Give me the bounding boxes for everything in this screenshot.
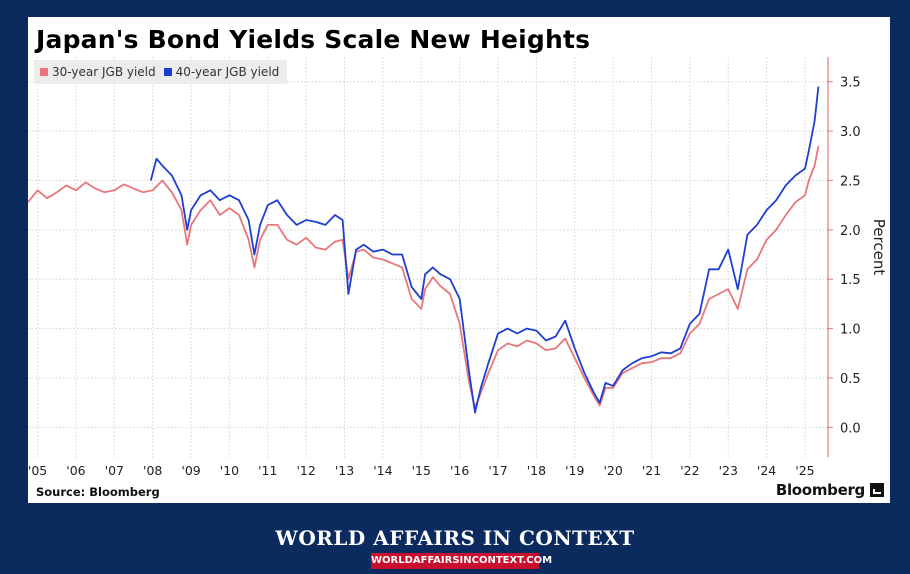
x-tick-label: '23 [719, 463, 738, 478]
y-tick-label: 1.0 [840, 323, 861, 338]
x-tick-label: '07 [105, 463, 124, 478]
legend-swatch-40y [163, 68, 172, 76]
x-tick-label: '24 [757, 463, 776, 478]
source-note: Source: Bloomberg [36, 485, 160, 499]
legend-label-30y: 30-year JGB yield [52, 65, 156, 79]
bloomberg-chart-icon [870, 483, 884, 497]
x-tick-label: '05 [28, 463, 47, 478]
y-tick-label: 2.5 [840, 174, 861, 189]
x-tick-label: '11 [258, 463, 277, 478]
chart-title: Japan's Bond Yields Scale New Heights [36, 25, 591, 54]
x-tick-label: '22 [680, 463, 699, 478]
x-tick-label: '12 [297, 463, 316, 478]
bloomberg-logo: Bloomberg [776, 481, 884, 499]
x-tick-label: '06 [66, 463, 85, 478]
y-tick-label: 1.5 [840, 273, 861, 288]
x-tick-label: '21 [642, 463, 661, 478]
x-tick-label: '20 [603, 463, 622, 478]
x-tick-label: '17 [488, 463, 507, 478]
y-tick-label: 0.0 [840, 421, 861, 436]
x-tick-label: '18 [527, 463, 546, 478]
series-40y-line [149, 86, 820, 414]
x-tick-label: '13 [335, 463, 354, 478]
footer-url-badge: WORLDAFFAIRSINCONTEXT.COM [371, 553, 552, 569]
legend-label-40y: 40-year JGB yield [175, 65, 280, 79]
y-tick-label: 3.5 [840, 76, 861, 91]
chart-card: Japan's Bond Yields Scale New Heights '0… [28, 17, 890, 503]
legend-swatch-30y [40, 68, 48, 76]
x-tick-label: '14 [373, 463, 392, 478]
x-tick-label: '25 [795, 463, 814, 478]
line-chart: '05 '06 '07 '08 '09 '10 '11 '12 '13 '14 '15 '16 '17 '… [28, 57, 888, 478]
x-tick-label: '19 [565, 463, 584, 478]
y-tick-label: 0.5 [840, 372, 861, 387]
legend-item-40y: 40-year JGB yield [163, 65, 280, 79]
chart-legend: 30-year JGB yield 40-year JGB yield [34, 60, 288, 84]
y-tick-label: 3.0 [840, 125, 861, 140]
x-tick-label: '08 [143, 463, 162, 478]
brand-label: Bloomberg [775, 481, 865, 499]
x-tick-label: '16 [450, 463, 469, 478]
y-axis-title: Percent [870, 219, 888, 276]
x-tick-label: '09 [181, 463, 200, 478]
x-tick-label: '15 [412, 463, 431, 478]
footer-title: WORLD AFFAIRS IN CONTEXT [275, 526, 635, 550]
series-30y-line [28, 145, 820, 409]
legend-item-30y: 30-year JGB yield [40, 65, 156, 79]
x-tick-label: '10 [220, 463, 239, 478]
y-tick-label: 2.0 [840, 224, 861, 239]
